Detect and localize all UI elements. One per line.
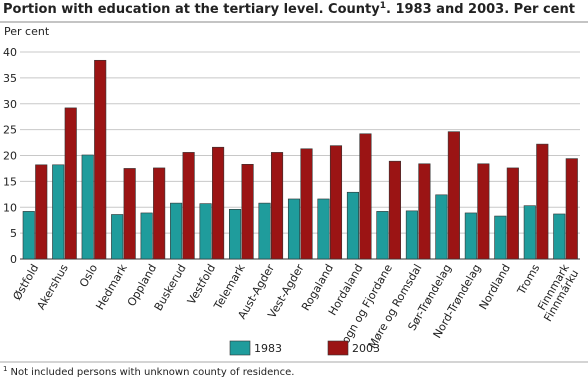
title-note-mark: 1: [380, 1, 386, 11]
bar: [22, 211, 35, 260]
bar: [523, 205, 536, 260]
bar: [536, 143, 549, 260]
bar: [182, 152, 195, 260]
x-tick-label-line: Møre og Romsdal: [366, 262, 425, 351]
y-tick-label: 5: [10, 227, 17, 240]
bar: [153, 167, 166, 260]
footnote-mark: 1: [3, 365, 7, 373]
bar: [35, 164, 48, 260]
bar: [329, 145, 343, 260]
y-tick-label: 0: [10, 253, 17, 266]
x-tick-label-line: Østfold: [10, 262, 41, 303]
bar: [300, 148, 313, 260]
bar: [258, 202, 271, 260]
y-tick-label: 20: [3, 150, 17, 163]
legend-label: 1983: [254, 342, 282, 355]
x-tick-label: Østfold: [10, 262, 41, 303]
bar: [287, 198, 301, 260]
bar: [94, 59, 107, 260]
footnote: 1 Not included persons with unknown count…: [3, 365, 294, 378]
bar: [494, 215, 507, 260]
bar: [52, 164, 65, 260]
legend-label: 2003: [352, 342, 380, 355]
bar: [123, 168, 136, 260]
bar: [477, 163, 490, 260]
x-tick-label-line: Troms: [514, 262, 542, 298]
bar: [81, 154, 94, 260]
x-tick-label: Sogn og Fjordane: [336, 262, 396, 352]
bar: [506, 167, 519, 260]
bar: [170, 202, 183, 260]
bar: [447, 131, 460, 260]
footnote-text: Not included persons with unknown county…: [10, 367, 294, 378]
bar: [405, 210, 418, 260]
x-tick-label: Troms: [514, 262, 542, 298]
legend-swatch: [229, 340, 251, 356]
chart-title: Portion with education at the tertiary l…: [3, 1, 575, 17]
y-tick-label: 35: [3, 72, 17, 85]
bar: [241, 163, 254, 260]
bar: [140, 212, 153, 260]
bar: [317, 198, 330, 260]
legend-swatch: [327, 340, 349, 356]
y-tick-label: 10: [3, 201, 17, 214]
bar: [565, 158, 578, 260]
x-tick-label-line: Sogn og Fjordane: [336, 262, 396, 352]
bar: [64, 107, 77, 260]
bar: [346, 191, 360, 260]
y-tick-label: 40: [3, 46, 17, 59]
bar: [359, 133, 372, 260]
bar: [388, 160, 401, 260]
x-tick-label-line: Oslo: [77, 262, 100, 290]
x-tick-label: Oslo: [77, 262, 100, 290]
bar: [199, 203, 212, 260]
bar: [270, 152, 284, 260]
y-tick-label: 25: [3, 124, 17, 137]
bar: [435, 194, 448, 260]
title-main: Portion with education at the tertiary l…: [3, 2, 380, 17]
y-tick-label: 30: [3, 98, 17, 111]
x-tick-label-line: Vestfold: [185, 262, 218, 307]
bar: [418, 163, 431, 260]
bar: [464, 212, 477, 260]
bar: [229, 209, 242, 260]
y-tick-label: 15: [3, 175, 17, 188]
x-tick-label: Vestfold: [185, 262, 218, 307]
x-tick-label: Møre og Romsdal: [366, 262, 425, 351]
bar: [376, 211, 389, 260]
title-rest: . 1983 and 2003. Per cent: [386, 2, 575, 17]
bar: [111, 214, 124, 260]
bar: [212, 146, 225, 260]
bar: [553, 213, 566, 260]
y-axis-label: Per cent: [4, 25, 50, 38]
